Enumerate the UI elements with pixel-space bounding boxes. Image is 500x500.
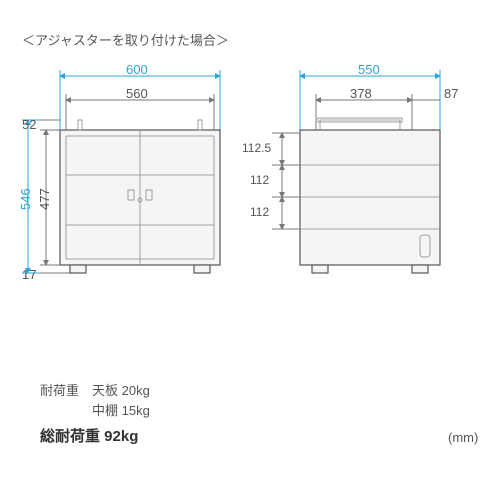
dim-side-width: 550	[358, 62, 380, 77]
unit-label: (mm)	[448, 430, 478, 445]
dim-side-shelf1: 112.5	[242, 141, 271, 155]
dim-front-bottom-gap: 17	[22, 267, 36, 282]
dim-front-height: 546	[18, 188, 33, 210]
spec-load-label: 耐荷重	[40, 380, 79, 399]
spec-top-panel: 天板 20kg	[92, 380, 150, 399]
dim-front-width: 600	[126, 62, 148, 77]
dim-front-inner-height: 477	[37, 188, 52, 210]
dim-side-shelf3: 112	[250, 205, 269, 219]
dim-side-right-gap: 87	[444, 86, 458, 101]
dim-front-top-gap: 52	[22, 117, 36, 132]
dim-side-inner-width: 378	[350, 86, 372, 101]
dim-front-inner-width: 560	[126, 86, 148, 101]
spec-total: 総耐荷重 92kg	[40, 425, 138, 446]
stage: ＜アジャスターを取り付けた場合＞	[0, 0, 500, 500]
spec-shelf: 中棚 15kg	[92, 400, 150, 419]
front-view	[22, 70, 220, 273]
dim-side-shelf2: 112	[250, 173, 269, 187]
